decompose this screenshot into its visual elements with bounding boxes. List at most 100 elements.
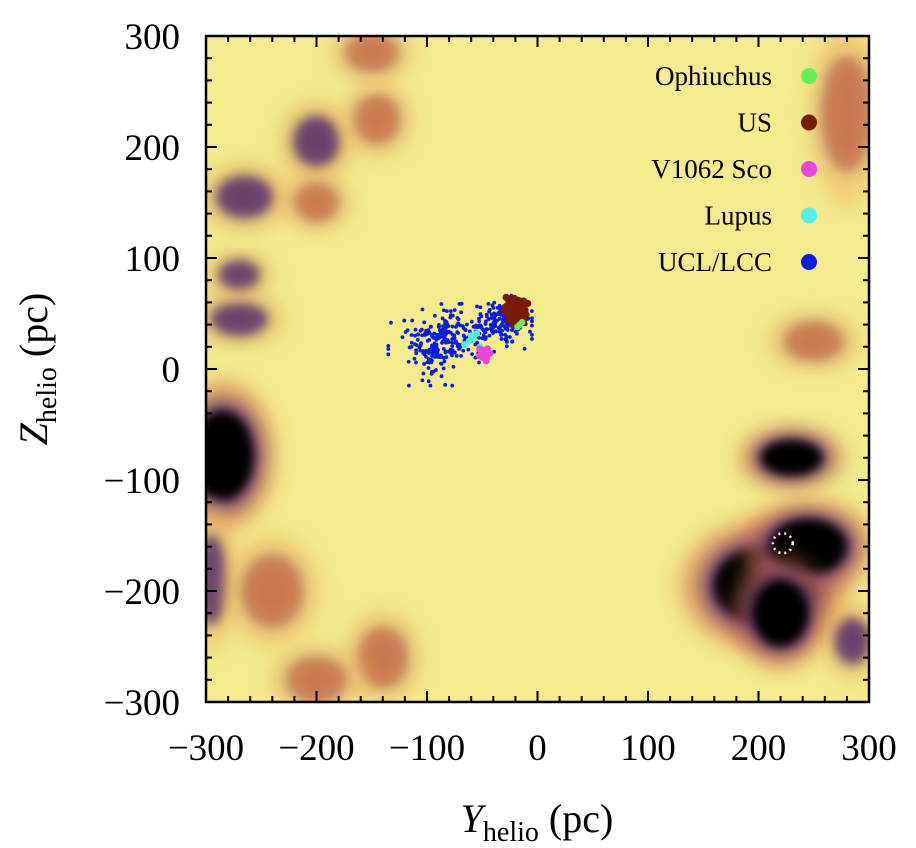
- heatmap-core-8: [294, 117, 339, 166]
- data-point-ucl-lcc: [432, 313, 437, 318]
- data-point-v1062-sco: [484, 349, 491, 357]
- data-point-us: [508, 307, 516, 315]
- legend-label-ucl-lcc: UCL/LCC: [658, 247, 772, 277]
- x-axis-title-main: Y: [461, 796, 487, 841]
- data-point-ucl-lcc: [530, 319, 534, 324]
- data-point-ucl-lcc: [470, 352, 474, 357]
- data-point-ucl-lcc: [426, 379, 431, 384]
- data-point-ucl-lcc: [416, 332, 420, 337]
- heatmap-core-15: [206, 535, 225, 625]
- data-point-ucl-lcc: [439, 353, 443, 358]
- data-point-ucl-lcc: [427, 331, 432, 335]
- data-point-ucl-lcc: [421, 371, 426, 376]
- data-point-ucl-lcc: [452, 350, 457, 355]
- data-point-ucl-lcc: [441, 324, 445, 329]
- data-point-ucl-lcc: [459, 354, 463, 358]
- data-point-ucl-lcc: [444, 355, 449, 359]
- data-point-ucl-lcc: [487, 333, 492, 338]
- data-point-ucl-lcc: [443, 318, 447, 323]
- data-point-ucl-lcc: [530, 323, 534, 328]
- data-point-ucl-lcc: [445, 323, 449, 328]
- x-tick-label: 100: [620, 728, 676, 769]
- data-point-ucl-lcc: [446, 349, 451, 354]
- heatmap-background: [206, 36, 869, 702]
- data-point-ucl-lcc: [477, 316, 481, 321]
- x-tick-label: −200: [278, 728, 354, 769]
- heatmap-core-6: [211, 303, 267, 335]
- legend: Ophiuchus US V1062 Sco Lupus UCL/LCC: [651, 61, 817, 277]
- data-point-ucl-lcc: [486, 301, 491, 306]
- data-point-ucl-lcc: [417, 345, 422, 350]
- data-point-ucl-lcc: [461, 348, 466, 353]
- data-point-v1062-sco: [477, 347, 485, 355]
- data-point-ucl-lcc: [491, 331, 496, 335]
- data-point-lupus: [467, 332, 475, 340]
- data-point-ucl-lcc: [479, 314, 484, 319]
- data-point-ucl-lcc: [450, 332, 455, 337]
- data-point-ucl-lcc: [436, 347, 440, 352]
- data-point-ucl-lcc: [413, 327, 418, 332]
- data-point-ucl-lcc: [426, 357, 431, 361]
- data-point-ucl-lcc: [440, 316, 445, 321]
- y-tick-label: −300: [104, 683, 180, 724]
- data-point-ucl-lcc: [429, 360, 434, 365]
- heatmap-core-17: [360, 629, 405, 686]
- legend-label-lupus: Lupus: [705, 201, 773, 231]
- data-point-ucl-lcc: [409, 340, 414, 345]
- data-point-ucl-lcc: [530, 337, 534, 341]
- data-point-ucl-lcc: [461, 326, 466, 331]
- axis-ticks: [205, 35, 870, 703]
- data-point-ucl-lcc: [448, 309, 453, 314]
- heatmap-core-11: [347, 36, 397, 70]
- data-point-ucl-lcc: [429, 324, 433, 329]
- data-point-ucl-lcc: [437, 323, 441, 327]
- data-point-ucl-lcc: [419, 327, 424, 332]
- data-point-ucl-lcc: [530, 309, 534, 314]
- data-point-ucl-lcc: [455, 316, 460, 320]
- data-point-ucl-lcc: [415, 337, 420, 342]
- data-point-ucl-lcc: [483, 336, 488, 341]
- data-point-ucl-lcc: [441, 366, 446, 371]
- data-point-ucl-lcc: [486, 317, 491, 322]
- tick-labels: −300 −200 −100 0 100 200 300 −300 −200 −100 0 100 20…: [104, 17, 897, 769]
- x-axis-title: Yhelio (pc): [461, 796, 614, 848]
- data-point-ucl-lcc: [497, 327, 502, 332]
- legend-label-v1062-sco: V1062 Sco: [651, 154, 772, 184]
- data-point-ucl-lcc: [409, 333, 414, 337]
- data-point-ucl-lcc: [483, 322, 488, 326]
- y-tick-label: 0: [162, 350, 181, 391]
- heatmap-core-14: [786, 324, 842, 358]
- data-point-ucl-lcc: [459, 301, 464, 306]
- data-point-ucl-lcc: [414, 351, 419, 356]
- data-point-ucl-lcc: [429, 346, 434, 351]
- data-point-ucl-lcc: [386, 347, 391, 351]
- data-point-ucl-lcc: [458, 344, 463, 349]
- data-point-ucl-lcc: [430, 343, 434, 348]
- x-tick-label: −300: [168, 728, 244, 769]
- data-point-ucl-lcc: [436, 334, 441, 339]
- data-point-ucl-lcc: [478, 323, 483, 328]
- data-point-ucl-lcc: [434, 337, 439, 342]
- data-point-ucl-lcc: [420, 333, 424, 338]
- data-point-lupus: [473, 330, 481, 337]
- legend-label-ophiuchus: Ophiuchus: [655, 61, 772, 91]
- data-point-ucl-lcc: [530, 332, 534, 337]
- data-point-ucl-lcc: [450, 324, 455, 329]
- data-point-ucl-lcc: [499, 333, 503, 337]
- data-point-ucl-lcc: [440, 340, 444, 345]
- series-ophiuchus: [514, 318, 526, 331]
- data-point-ucl-lcc: [450, 344, 455, 348]
- data-point-ucl-lcc: [419, 341, 424, 346]
- data-point-us: [508, 298, 516, 306]
- legend-marker-v1062-sco: [801, 161, 817, 177]
- legend-label-us: US: [737, 108, 772, 138]
- data-point-ucl-lcc: [472, 325, 477, 329]
- data-point-ucl-lcc: [490, 303, 495, 308]
- data-point-ucl-lcc: [439, 330, 444, 335]
- heatmap-core-13: [835, 618, 869, 664]
- data-point-ucl-lcc: [439, 361, 443, 366]
- data-point-ucl-lcc: [491, 323, 496, 328]
- data-point-ucl-lcc: [484, 312, 489, 317]
- data-point-ucl-lcc: [510, 339, 515, 344]
